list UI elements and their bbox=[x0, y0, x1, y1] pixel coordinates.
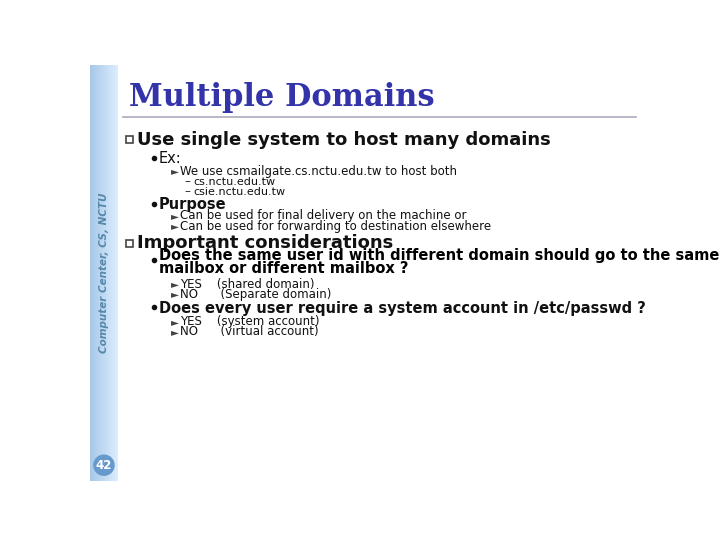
Bar bbox=[104, 65, 106, 481]
Text: ►: ► bbox=[171, 279, 179, 289]
Bar bbox=[99, 65, 100, 481]
Text: ►: ► bbox=[171, 221, 179, 232]
Text: Can be used for forwarding to destination elsewhere: Can be used for forwarding to destinatio… bbox=[180, 220, 491, 233]
Bar bbox=[111, 65, 112, 481]
Text: Does every user require a system account in /etc/passwd ?: Does every user require a system account… bbox=[159, 301, 646, 315]
Text: NO      (Separate domain): NO (Separate domain) bbox=[180, 288, 331, 301]
Text: Important considerations: Important considerations bbox=[138, 234, 394, 252]
Bar bbox=[90, 65, 91, 481]
Bar bbox=[106, 65, 107, 481]
Bar bbox=[107, 65, 108, 481]
Text: csie.nctu.edu.tw: csie.nctu.edu.tw bbox=[193, 187, 285, 197]
Text: cs.nctu.edu.tw: cs.nctu.edu.tw bbox=[193, 177, 275, 187]
Text: mailbox or different mailbox ?: mailbox or different mailbox ? bbox=[159, 261, 408, 276]
Text: –: – bbox=[184, 185, 190, 198]
Bar bbox=[113, 65, 114, 481]
Text: Ex:: Ex: bbox=[159, 151, 181, 166]
Text: YES    (shared domain): YES (shared domain) bbox=[180, 278, 315, 291]
Text: ►: ► bbox=[171, 166, 179, 176]
Bar bbox=[109, 65, 110, 481]
Text: Purpose: Purpose bbox=[159, 198, 227, 212]
Bar bbox=[127, 137, 133, 143]
Bar bbox=[102, 65, 103, 481]
Bar bbox=[117, 65, 118, 481]
Bar bbox=[116, 65, 117, 481]
Bar bbox=[91, 65, 92, 481]
Bar bbox=[98, 65, 99, 481]
Text: NO      (virtual account): NO (virtual account) bbox=[180, 326, 318, 339]
Bar bbox=[114, 65, 116, 481]
Bar bbox=[97, 65, 98, 481]
Text: We use csmailgate.cs.nctu.edu.tw to host both: We use csmailgate.cs.nctu.edu.tw to host… bbox=[180, 165, 457, 178]
Bar bbox=[100, 65, 101, 481]
Text: Does the same user id with different domain should go to the same: Does the same user id with different dom… bbox=[159, 248, 719, 264]
Text: ►: ► bbox=[171, 317, 179, 327]
Text: ►: ► bbox=[171, 211, 179, 221]
Bar bbox=[92, 65, 93, 481]
Bar bbox=[127, 240, 133, 247]
Bar bbox=[108, 65, 109, 481]
Text: Use single system to host many domains: Use single system to host many domains bbox=[138, 131, 551, 149]
Bar bbox=[96, 65, 97, 481]
Bar bbox=[94, 65, 96, 481]
Text: ►: ► bbox=[171, 327, 179, 337]
Bar bbox=[112, 65, 113, 481]
Text: Computer Center, CS, NCTU: Computer Center, CS, NCTU bbox=[99, 193, 109, 353]
Text: YES    (system account): YES (system account) bbox=[180, 315, 320, 328]
Circle shape bbox=[94, 455, 114, 475]
Text: ►: ► bbox=[171, 289, 179, 299]
Bar bbox=[110, 65, 111, 481]
Bar bbox=[93, 65, 94, 481]
Bar bbox=[103, 65, 104, 481]
Text: 42: 42 bbox=[96, 458, 112, 472]
Bar bbox=[101, 65, 102, 481]
Text: Multiple Domains: Multiple Domains bbox=[129, 82, 434, 113]
Text: –: – bbox=[184, 176, 190, 188]
Text: Can be used for final delivery on the machine or: Can be used for final delivery on the ma… bbox=[180, 209, 467, 222]
